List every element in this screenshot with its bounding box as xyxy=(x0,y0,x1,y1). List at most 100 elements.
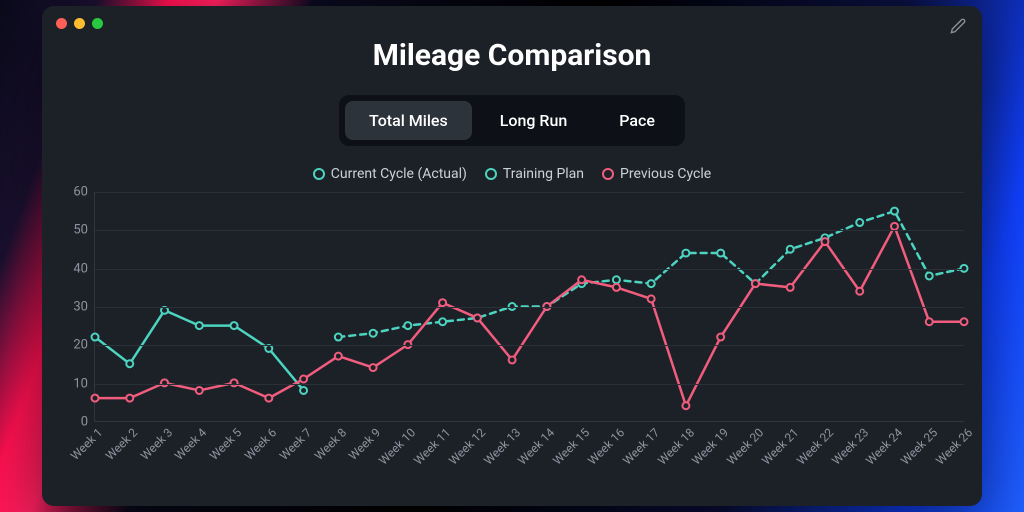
data-point[interactable] xyxy=(648,295,655,302)
window-controls xyxy=(56,18,103,29)
data-point[interactable] xyxy=(370,330,377,337)
y-tick-label: 20 xyxy=(73,338,88,353)
chart-plot-area xyxy=(94,192,964,422)
series-line xyxy=(95,226,964,405)
x-tick-label: Week 24 xyxy=(863,425,905,467)
legend-label: Training Plan xyxy=(503,166,584,182)
page-title: Mileage Comparison xyxy=(60,38,964,73)
data-point[interactable] xyxy=(961,318,968,325)
data-point[interactable] xyxy=(300,387,307,394)
data-point[interactable] xyxy=(926,318,933,325)
x-tick-label: Week 6 xyxy=(242,425,279,462)
grid-line xyxy=(95,269,964,270)
y-tick-label: 10 xyxy=(73,376,88,391)
x-tick-label: Week 3 xyxy=(137,425,174,462)
tab-pace[interactable]: Pace xyxy=(595,101,679,140)
x-tick-label: Week 13 xyxy=(481,425,523,467)
legend-label: Current Cycle (Actual) xyxy=(331,166,467,182)
x-tick-label: Week 21 xyxy=(759,425,801,467)
x-tick-label: Week 16 xyxy=(585,425,627,467)
data-point[interactable] xyxy=(439,299,446,306)
legend-marker-icon xyxy=(313,168,325,180)
x-tick-label: Week 12 xyxy=(446,425,488,467)
data-point[interactable] xyxy=(891,208,898,215)
grid-line xyxy=(95,230,964,231)
minimize-icon[interactable] xyxy=(74,18,85,29)
data-point[interactable] xyxy=(404,322,411,329)
tab-long-run[interactable]: Long Run xyxy=(476,101,592,140)
x-axis: Week 1Week 2Week 3Week 4Week 5Week 6Week… xyxy=(94,424,964,484)
data-point[interactable] xyxy=(231,322,238,329)
y-axis: 0102030405060 xyxy=(60,192,94,422)
x-tick-label: Week 11 xyxy=(411,425,453,467)
x-tick-label: Week 14 xyxy=(515,425,557,467)
data-point[interactable] xyxy=(509,356,516,363)
tab-total-miles[interactable]: Total Miles xyxy=(345,101,472,140)
x-tick-label: Week 19 xyxy=(689,425,731,467)
data-point[interactable] xyxy=(717,334,724,341)
data-point[interactable] xyxy=(648,280,655,287)
data-point[interactable] xyxy=(335,334,342,341)
y-tick-label: 40 xyxy=(73,261,88,276)
legend-label: Previous Cycle xyxy=(620,166,711,182)
data-point[interactable] xyxy=(578,276,585,283)
y-tick-label: 60 xyxy=(73,185,88,200)
data-point[interactable] xyxy=(370,364,377,371)
data-point[interactable] xyxy=(613,284,620,291)
x-tick-label: Week 23 xyxy=(829,425,871,467)
maximize-icon[interactable] xyxy=(92,18,103,29)
app-window: Mileage Comparison Total MilesLong RunPa… xyxy=(42,6,982,506)
x-tick-label: Week 17 xyxy=(620,425,662,467)
edit-icon[interactable] xyxy=(950,18,966,38)
x-tick-label: Week 22 xyxy=(794,425,836,467)
x-tick-label: Week 4 xyxy=(172,425,209,462)
data-point[interactable] xyxy=(474,314,481,321)
metric-tabs: Total MilesLong RunPace xyxy=(339,95,685,146)
x-tick-label: Week 5 xyxy=(207,425,244,462)
legend-marker-icon xyxy=(602,168,614,180)
data-point[interactable] xyxy=(752,280,759,287)
y-tick-label: 50 xyxy=(73,223,88,238)
chart-legend: Current Cycle (Actual) Training Plan Previ… xyxy=(60,166,964,182)
y-tick-label: 30 xyxy=(73,300,88,315)
legend-item: Training Plan xyxy=(485,166,584,182)
data-point[interactable] xyxy=(926,272,933,279)
data-point[interactable] xyxy=(196,322,203,329)
data-point[interactable] xyxy=(300,376,307,383)
data-point[interactable] xyxy=(717,250,724,257)
x-tick-label: Week 18 xyxy=(655,425,697,467)
data-point[interactable] xyxy=(613,276,620,283)
x-tick-label: Week 2 xyxy=(103,425,140,462)
legend-item: Current Cycle (Actual) xyxy=(313,166,467,182)
data-point[interactable] xyxy=(821,238,828,245)
data-point[interactable] xyxy=(335,353,342,360)
data-point[interactable] xyxy=(856,288,863,295)
grid-line xyxy=(95,192,964,193)
data-point[interactable] xyxy=(891,223,898,230)
grid-line xyxy=(95,345,964,346)
data-point[interactable] xyxy=(682,402,689,409)
mileage-chart: 0102030405060 Week 1Week 2Week 3Week 4We… xyxy=(60,192,964,492)
data-point[interactable] xyxy=(126,360,133,367)
data-point[interactable] xyxy=(682,250,689,257)
x-tick-label: Week 25 xyxy=(898,425,940,467)
data-point[interactable] xyxy=(196,387,203,394)
data-point[interactable] xyxy=(787,284,794,291)
grid-line xyxy=(95,307,964,308)
legend-item: Previous Cycle xyxy=(602,166,711,182)
x-tick-label: Week 1 xyxy=(68,425,105,462)
x-tick-label: Week 26 xyxy=(933,425,975,467)
grid-line xyxy=(95,384,964,385)
data-point[interactable] xyxy=(787,246,794,253)
close-icon[interactable] xyxy=(56,18,67,29)
data-point[interactable] xyxy=(439,318,446,325)
data-point[interactable] xyxy=(856,219,863,226)
x-tick-label: Week 10 xyxy=(376,425,418,467)
x-tick-label: Week 7 xyxy=(277,425,314,462)
x-tick-label: Week 15 xyxy=(550,425,592,467)
data-point[interactable] xyxy=(126,395,133,402)
data-point[interactable] xyxy=(92,334,99,341)
data-point[interactable] xyxy=(92,395,99,402)
data-point[interactable] xyxy=(265,395,272,402)
legend-marker-icon xyxy=(485,168,497,180)
